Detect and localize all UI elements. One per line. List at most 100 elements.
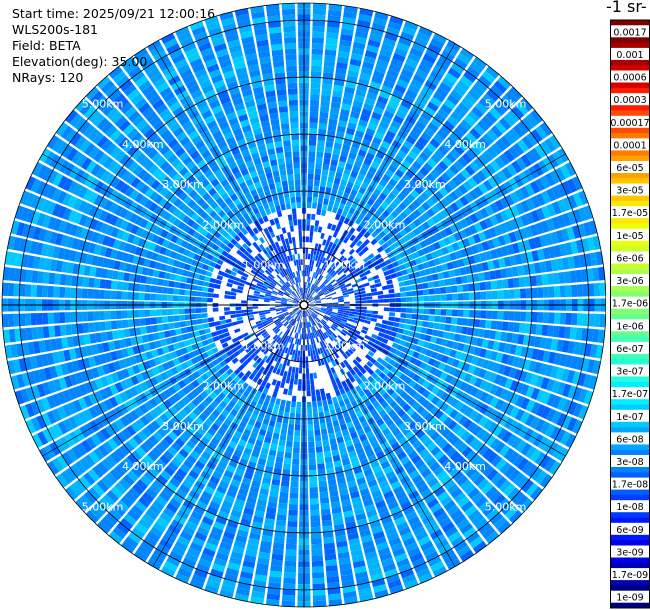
ray-gate: [152, 500, 165, 512]
ray-gate: [167, 153, 178, 164]
ray-gate: [416, 405, 425, 415]
ray-gate: [335, 195, 342, 203]
ray-gate: [241, 565, 255, 574]
ray-gate: [83, 265, 91, 276]
ray-gate: [396, 79, 409, 89]
ray-gate: [126, 233, 136, 244]
ray-gate: [353, 405, 361, 413]
ray-gate: [402, 329, 410, 336]
ray-gate: [423, 493, 436, 504]
ray-gate: [293, 300, 299, 303]
ray-gate: [241, 312, 248, 317]
ray-gate: [449, 252, 457, 261]
ray-gate: [188, 189, 198, 199]
ray-gate: [306, 401, 312, 408]
ray-gate: [360, 534, 373, 544]
ray-gate: [365, 171, 375, 180]
ray-gate: [259, 314, 266, 318]
ray-gate: [315, 389, 321, 396]
ray-gate: [504, 131, 516, 145]
ray-gate: [124, 413, 135, 424]
ray-gate: [336, 327, 342, 333]
ray-gate: [139, 381, 149, 392]
ray-gate: [171, 158, 182, 168]
ray-gate: [395, 297, 401, 303]
ray-gate: [165, 337, 173, 345]
ray-gate: [319, 111, 329, 119]
ray-gate: [260, 447, 269, 455]
ray-gate: [310, 338, 314, 345]
ray-gate: [247, 309, 253, 313]
ray-gate: [62, 418, 74, 432]
ray-gate: [116, 500, 130, 513]
ray-gate: [354, 340, 361, 347]
ray-gate: [431, 215, 440, 224]
ray-gate: [221, 328, 229, 334]
ray-gate: [114, 150, 126, 162]
ray-gate: [286, 538, 297, 545]
ray-gate: [413, 271, 421, 278]
ray-gate: [388, 164, 398, 173]
ray-gate: [422, 211, 431, 221]
ray-gate: [159, 263, 168, 272]
ray-gate: [363, 364, 370, 371]
ray-gate: [141, 106, 154, 118]
ray-gate: [247, 405, 255, 413]
ray-gate: [399, 318, 406, 324]
ray-gate: [358, 284, 365, 289]
ray-gate: [437, 454, 449, 465]
ray-gate: [146, 531, 161, 543]
ray-gate: [305, 293, 308, 300]
ray-gate: [242, 360, 249, 367]
ray-gate: [273, 536, 285, 544]
ray-gate: [341, 287, 348, 292]
ray-gate: [456, 123, 469, 135]
ray-gate: [300, 350, 303, 357]
ray-gate: [49, 259, 58, 272]
ray-gate: [12, 237, 22, 251]
ray-gate: [494, 386, 504, 398]
ray-gate: [99, 388, 109, 400]
ray-gate: [301, 333, 304, 340]
ray-gate: [201, 490, 213, 501]
ray-gate: [542, 286, 549, 298]
ray-gate: [356, 447, 365, 456]
ray-gate: [250, 283, 257, 288]
ray-gate: [167, 241, 175, 250]
ray-gate: [339, 387, 346, 395]
ray-gate: [102, 103, 115, 116]
ray-gate: [353, 36, 367, 45]
ray-gate: [395, 333, 403, 339]
ray-gate: [409, 245, 418, 253]
ray-gate: [422, 246, 431, 255]
ray-gate: [211, 243, 220, 251]
ray-gate: [486, 89, 500, 102]
ray-gate: [312, 401, 317, 408]
ray-gate: [469, 386, 479, 397]
ray-gate: [517, 120, 530, 135]
ray-gate: [391, 342, 399, 349]
ray-gate: [430, 153, 441, 164]
ray-gate: [512, 124, 525, 138]
ray-gate: [240, 263, 248, 269]
ray-gate: [586, 268, 594, 282]
ray-gate: [329, 438, 337, 446]
ray-gate: [583, 222, 592, 236]
ray-gate: [254, 574, 268, 582]
ray-gate: [327, 205, 333, 212]
ray-gate: [352, 418, 360, 426]
ray-gate: [463, 373, 473, 383]
ray-gate: [456, 172, 467, 183]
ray-gate: [38, 340, 46, 353]
ray-gate: [196, 225, 205, 234]
ray-gate: [350, 431, 358, 440]
ray-gate: [54, 364, 64, 377]
ray-gate: [132, 434, 143, 445]
ray-gate: [427, 244, 436, 253]
ray-gate: [364, 97, 376, 106]
ray-gate: [148, 398, 158, 408]
ray-gate: [145, 276, 153, 285]
ray-gate: [201, 263, 209, 271]
ray-gate: [304, 322, 306, 329]
ray-gate: [200, 334, 207, 341]
